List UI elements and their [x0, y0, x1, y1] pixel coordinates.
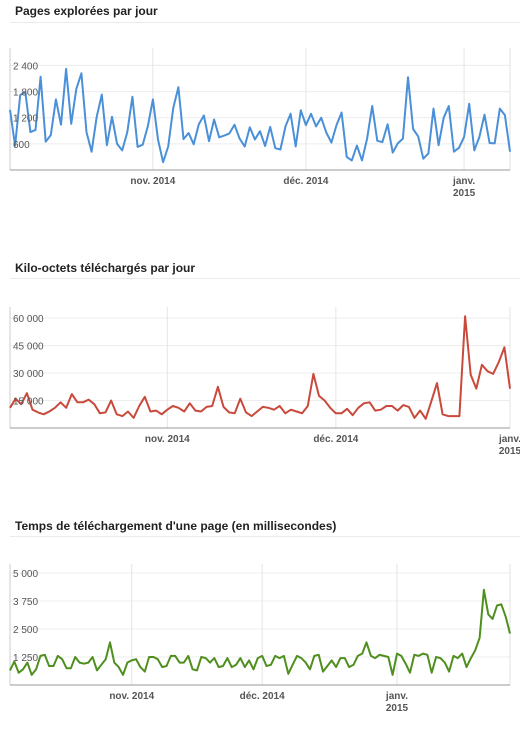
chart-title: Kilo-octets téléchargés par jour	[15, 261, 196, 275]
x-tick-label: nov. 2014	[145, 434, 190, 445]
title-divider	[10, 22, 520, 23]
y-tick-label: 15 000	[13, 397, 44, 408]
chart-title: Temps de téléchargement d'une page (en m…	[15, 519, 337, 533]
title-divider	[10, 278, 520, 279]
series-line	[9, 315, 511, 420]
y-tick-label: 60 000	[13, 314, 44, 325]
y-tick-label: 1 200	[13, 114, 38, 125]
x-tick-label-year: 2015	[386, 703, 409, 714]
x-tick-label: nov. 2014	[109, 691, 154, 702]
title-divider	[10, 536, 520, 537]
x-tick-label: déc. 2014	[313, 434, 358, 445]
y-tick-label: 45 000	[13, 342, 44, 353]
y-tick-label: 2 400	[13, 61, 38, 72]
series-line	[9, 588, 511, 676]
series-line	[9, 67, 511, 164]
x-tick-label: déc. 2014	[240, 691, 285, 702]
y-tick-label: 1 250	[13, 653, 38, 664]
y-tick-label: 2 500	[13, 625, 38, 636]
download-time-chart: 1 250 2 500 3 750 5 000 nov. 2014 déc. 2014 ja…	[9, 564, 511, 714]
x-tick-label: nov. 2014	[130, 176, 175, 187]
pages-crawled-chart: 600 1 200 1 800 2 400 nov. 2014 déc. 2014 janv…	[9, 48, 511, 199]
chart-title: Pages explorées par jour	[15, 4, 158, 18]
x-tick-label: janv.	[385, 691, 408, 702]
y-tick-label: 1 800	[13, 88, 38, 99]
y-tick-label: 600	[13, 140, 30, 151]
y-tick-label: 30 000	[13, 369, 44, 380]
x-tick-label-year: 2015	[499, 446, 520, 457]
x-tick-label: déc. 2014	[283, 176, 328, 187]
x-tick-label-year: 2015	[453, 188, 476, 199]
x-tick-label: janv.	[498, 434, 520, 445]
y-tick-label: 5 000	[13, 569, 38, 580]
y-tick-label: 3 750	[13, 597, 38, 608]
kilobytes-downloaded-chart: 15 000 30 000 45 000 60 000 nov. 2014 déc. 20…	[9, 307, 520, 457]
x-tick-label: janv.	[452, 176, 475, 187]
